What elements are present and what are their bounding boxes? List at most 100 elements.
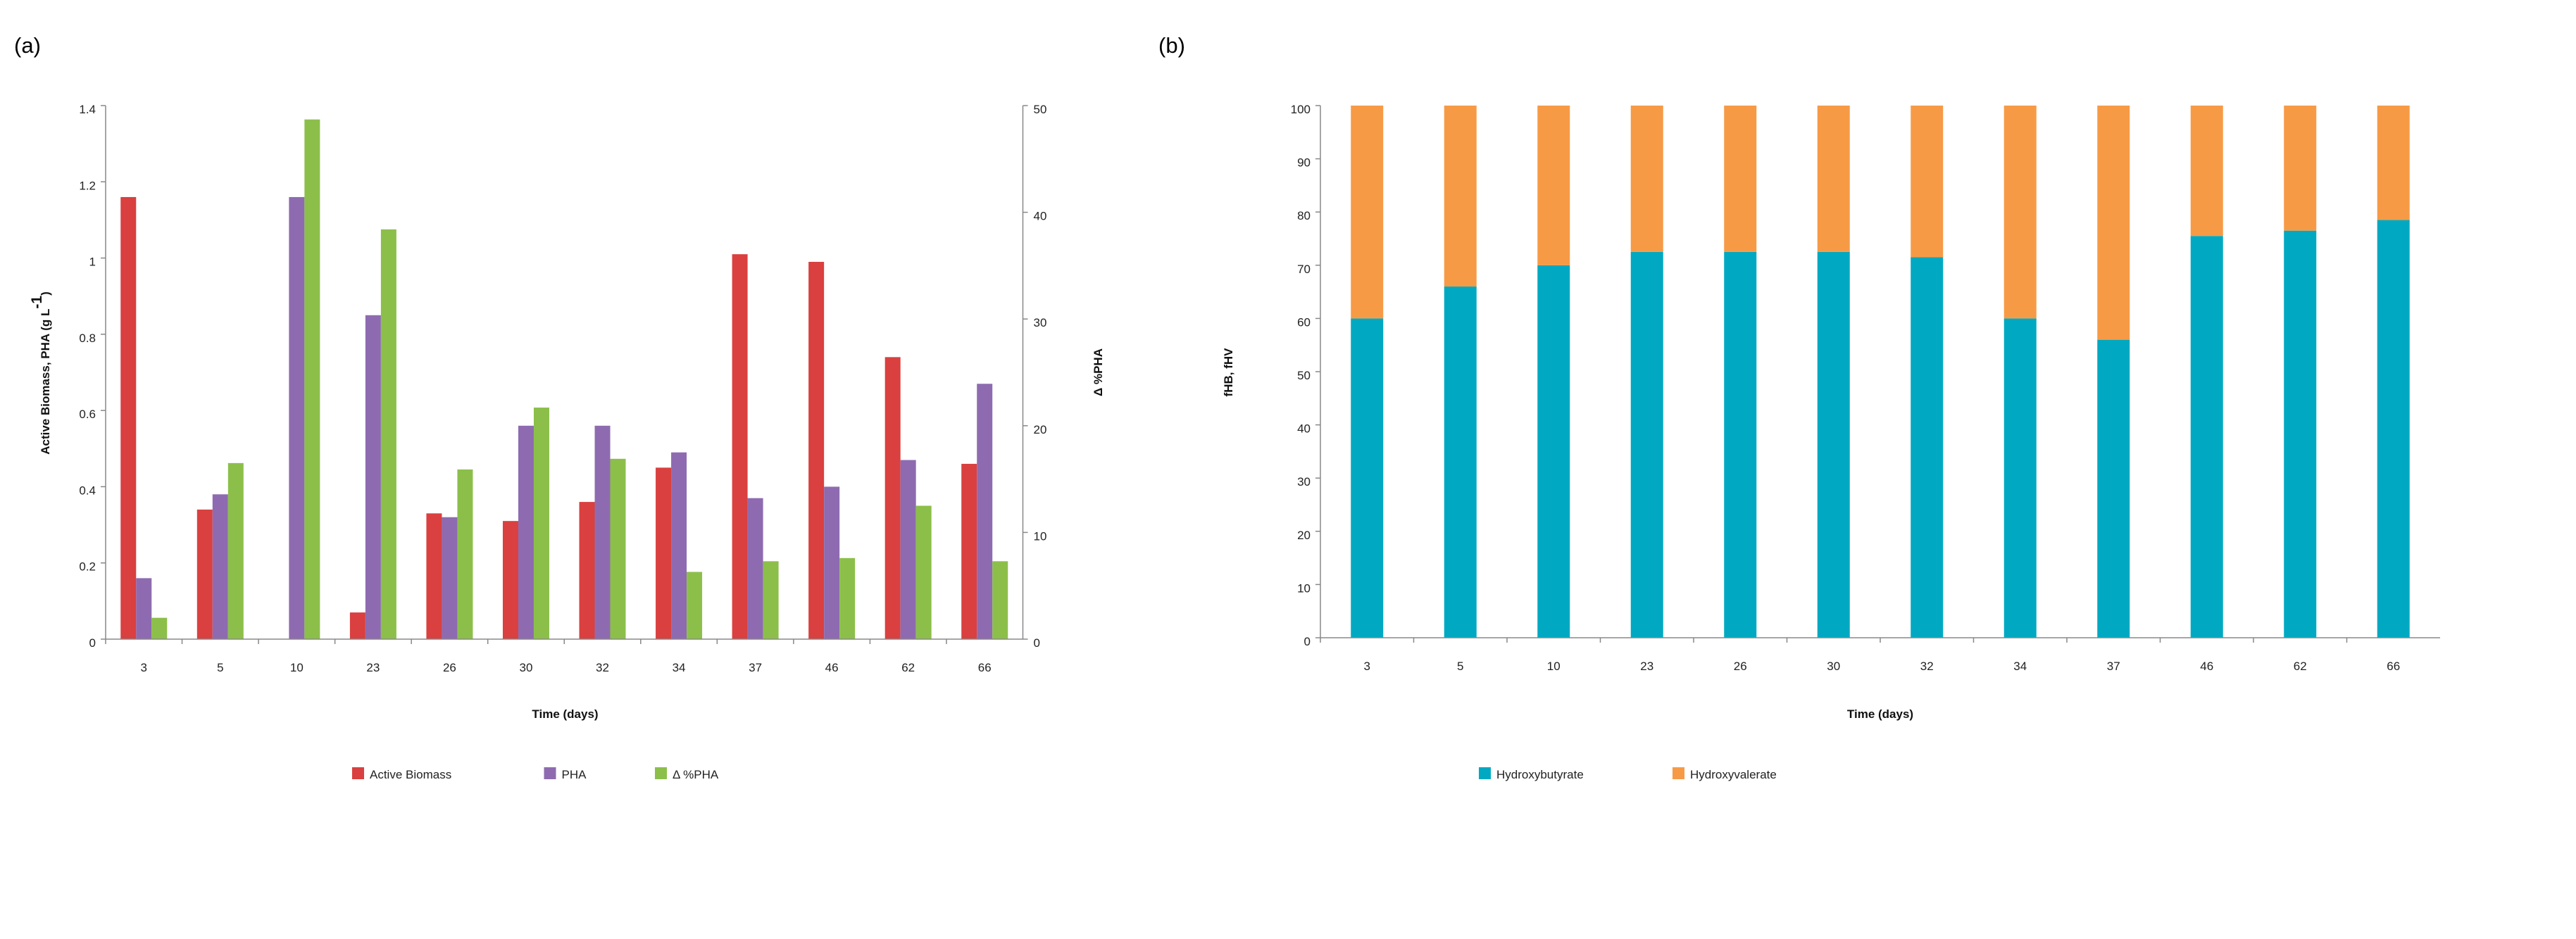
panel-b-x-tick-label: 66 bbox=[2387, 660, 2400, 673]
panel-a-bar-pha bbox=[671, 452, 687, 639]
panel-b-bar-hydroxyvalerate bbox=[1537, 106, 1570, 265]
panel-b-bar-hydroxybutyrate bbox=[2003, 318, 2037, 638]
panel-b-bar-hydroxyvalerate bbox=[2284, 106, 2317, 231]
panel-a-bar-pha bbox=[977, 384, 993, 639]
panel-a-label: (a) bbox=[14, 33, 41, 58]
panel-a-y-tick-label: 0.6 bbox=[79, 408, 96, 421]
panel-b-label: (b) bbox=[1158, 33, 1185, 58]
panel-a-x-tick-label: 62 bbox=[901, 661, 915, 674]
panel-a-bar-active-biomass bbox=[884, 357, 901, 639]
panel-a-bar-active-biomass bbox=[349, 612, 365, 639]
panel-a-x-tick-label: 34 bbox=[673, 661, 686, 674]
panel-b-x-tick-label: 23 bbox=[1640, 660, 1653, 673]
panel-b-x-tick-label: 30 bbox=[1827, 660, 1840, 673]
panel-a-y-axis-title: Active Biomass, PHA (g L-1) bbox=[29, 291, 52, 455]
panel-b-y-tick-label: 30 bbox=[1297, 475, 1311, 489]
panel-a-bar-pha bbox=[594, 425, 611, 639]
panel-b-y-tick-label: 40 bbox=[1297, 422, 1311, 436]
panel-b-y-tick-label: 10 bbox=[1297, 581, 1311, 595]
panel-a-bar-pha bbox=[457, 469, 473, 639]
panel-b-chart: (b) 0 10 20 30 40 50 60 70 80 90 100 3 5 10 23 26 30 32 34… bbox=[1158, 33, 2440, 781]
panel-b-bar-hydroxybutyrate bbox=[2377, 220, 2410, 638]
panel-a-bar-pha bbox=[747, 498, 763, 639]
panel-a-x-tick-label: 26 bbox=[443, 661, 456, 674]
panel-b-bar-hydroxybutyrate bbox=[1724, 251, 1757, 638]
panel-b-bar-hydroxyvalerate bbox=[2377, 106, 2410, 220]
panel-b-x-tick-label: 3 bbox=[1364, 660, 1370, 673]
panel-b-y-tick-label: 20 bbox=[1297, 529, 1311, 542]
panel-b-x-tick-label: 10 bbox=[1547, 660, 1561, 673]
panel-a-bar-pha bbox=[915, 505, 932, 639]
panel-b-x-tick-label: 5 bbox=[1457, 660, 1463, 673]
panel-a-y2-tick-label: 30 bbox=[1034, 316, 1047, 329]
panel-b-bar-hydroxyvalerate bbox=[1817, 106, 1850, 252]
panel-b-bar-hydroxybutyrate bbox=[1537, 265, 1570, 638]
panel-b-bar-hydroxyvalerate bbox=[2003, 106, 2037, 319]
panel-a-bar-pha bbox=[442, 517, 458, 639]
panel-a-bar-pha bbox=[304, 119, 320, 639]
panel-a-bar-pha bbox=[289, 196, 305, 639]
panel-a-x-tick-label: 5 bbox=[217, 661, 223, 674]
panel-b-legend-label: Hydroxyvalerate bbox=[1690, 768, 1777, 781]
panel-a-x-tick-label: 23 bbox=[366, 661, 380, 674]
panel-a-bar-active-biomass bbox=[502, 521, 518, 639]
panel-a-bar-active-biomass bbox=[196, 509, 213, 639]
panel-b-bar-hydroxybutyrate bbox=[1351, 318, 1384, 638]
panel-b-legend-swatch bbox=[1479, 767, 1491, 779]
panel-b-bar-hydroxyvalerate bbox=[1724, 106, 1757, 252]
panel-a-bar-pha bbox=[151, 617, 168, 639]
panel-b-y-tick-label: 80 bbox=[1297, 209, 1311, 222]
panel-a-y2-tick-label: 0 bbox=[1034, 636, 1040, 650]
panel-a-y-tick-label: 1 bbox=[89, 256, 96, 269]
panel-b-bar-hydroxyvalerate bbox=[2097, 106, 2130, 340]
panel-b-x-tick-label: 26 bbox=[1734, 660, 1747, 673]
panel-a-bar-pha bbox=[839, 557, 856, 639]
panel-b-y-tick-label: 100 bbox=[1291, 103, 1311, 116]
panel-a-bar-active-biomass bbox=[808, 261, 825, 639]
panel-b-y-axis-title: fHB, fHV bbox=[1222, 348, 1235, 397]
panel-a-bar-pha bbox=[533, 408, 549, 639]
panel-a-y-tick-label: 0.8 bbox=[79, 332, 96, 345]
panel-b-y-tick-label: 70 bbox=[1297, 263, 1311, 276]
panel-b-legend-label: Hydroxybutyrate bbox=[1496, 768, 1584, 781]
panel-a-bar-active-biomass bbox=[732, 254, 748, 640]
panel-a-y2-axis-title: Δ %PHA bbox=[1092, 348, 1105, 396]
panel-b-x-tick-label: 46 bbox=[2200, 660, 2213, 673]
panel-a-y-tick-label: 1.2 bbox=[79, 179, 96, 192]
panel-a-x-tick-label: 37 bbox=[749, 661, 762, 674]
panel-a-y-tick-label: 0.4 bbox=[79, 484, 96, 497]
panel-b-bar-hydroxyvalerate bbox=[1630, 106, 1663, 252]
panel-a-bar-pha bbox=[992, 561, 1008, 639]
panel-a-y-tick-label: 0.2 bbox=[79, 560, 96, 574]
panel-a-bar-pha bbox=[687, 572, 703, 639]
panel-b-bar-hydroxybutyrate bbox=[1817, 251, 1850, 638]
panel-a-y2-tick-label: 50 bbox=[1034, 103, 1047, 116]
panel-a-bar-pha bbox=[763, 561, 779, 639]
panel-a-bar-pha bbox=[380, 229, 396, 640]
panel-b-bar-hydroxybutyrate bbox=[1911, 257, 1944, 638]
panel-a-bar-active-biomass bbox=[426, 513, 442, 639]
panel-b-bar-hydroxybutyrate bbox=[2284, 230, 2317, 638]
panel-b-x-tick-label: 62 bbox=[2294, 660, 2307, 673]
panel-a-y2-tick-label: 20 bbox=[1034, 423, 1047, 436]
panel-b-bar-hydroxyvalerate bbox=[1444, 106, 1477, 287]
panel-b-bar-hydroxybutyrate bbox=[2190, 236, 2223, 638]
panel-a-bar-pha bbox=[365, 315, 381, 639]
panel-b-y-tick-label: 90 bbox=[1297, 156, 1311, 170]
panel-a-legend-swatch bbox=[655, 767, 667, 779]
panel-a-x-tick-label: 10 bbox=[290, 661, 304, 674]
panel-a-y-tick-label: 1.4 bbox=[79, 103, 96, 116]
panel-a-x-tick-label: 3 bbox=[141, 661, 147, 674]
panel-b-bar-hydroxyvalerate bbox=[1351, 106, 1384, 319]
panel-a-x-tick-label: 30 bbox=[520, 661, 533, 674]
panel-a-y2-tick-label: 10 bbox=[1034, 529, 1047, 543]
panel-b-bar-hydroxybutyrate bbox=[1630, 251, 1663, 638]
panel-b-bar-hydroxyvalerate bbox=[1911, 106, 1944, 258]
panel-a-bar-pha bbox=[900, 460, 916, 639]
panel-b-bar-hydroxybutyrate bbox=[2097, 339, 2130, 638]
panel-a-legend-label: Active Biomass bbox=[370, 768, 451, 781]
panel-b-y-tick-label: 50 bbox=[1297, 369, 1311, 382]
panel-b-x-tick-label: 37 bbox=[2107, 660, 2120, 673]
panel-a-bar-active-biomass bbox=[656, 467, 672, 639]
